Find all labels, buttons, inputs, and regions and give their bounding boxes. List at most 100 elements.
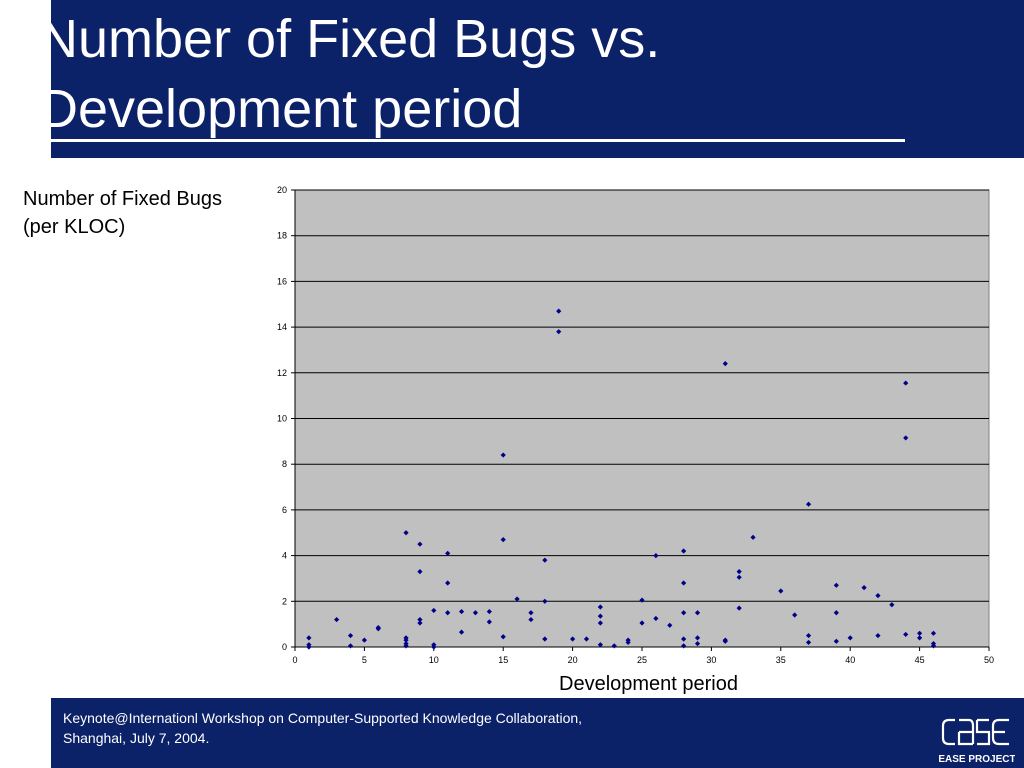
data-point — [445, 610, 451, 616]
title-line-2: Development period — [51, 79, 523, 139]
data-point — [597, 620, 603, 626]
data-point — [500, 537, 506, 543]
data-point — [445, 580, 451, 586]
data-point — [639, 620, 645, 626]
data-point — [361, 637, 367, 643]
title-underline — [51, 139, 905, 142]
y-tick-label: 12 — [277, 368, 287, 378]
data-point — [736, 568, 742, 575]
data-point — [306, 644, 312, 650]
data-point — [639, 597, 645, 603]
data-point — [930, 630, 937, 636]
y-tick-label: 0 — [282, 642, 287, 652]
x-tick-label: 25 — [637, 655, 647, 665]
data-point — [347, 643, 354, 649]
x-axis-label-box: Development period — [521, 670, 776, 698]
y-axis-label-line-2: (per KLOC) — [23, 216, 126, 238]
x-tick-label: 50 — [984, 655, 994, 665]
data-point — [542, 557, 548, 563]
x-tick-label: 5 — [362, 655, 367, 665]
data-point — [736, 605, 742, 611]
y-tick-label: 6 — [282, 505, 287, 515]
data-point — [694, 635, 701, 641]
data-point — [542, 636, 548, 642]
data-point — [556, 308, 562, 314]
data-point — [653, 615, 659, 622]
x-tick-label: 10 — [429, 655, 439, 665]
data-point — [417, 568, 423, 575]
ease-project-logo: EASE PROJECT — [939, 718, 1015, 765]
y-axis-label-line-1: Number of Fixed Bugs — [23, 188, 222, 210]
scatter-chart: 0 2 4 6 8 10 12 14 16 18 20 0 5 10 15 20 25 30 35 40 45 50 — [277, 185, 994, 665]
data-point — [556, 329, 562, 335]
y-tick-label: 20 — [277, 185, 287, 195]
data-point — [681, 580, 687, 586]
data-point — [805, 501, 812, 507]
slide-title: Number of Fixed Bugs vs. Development per… — [51, 4, 660, 144]
data-point — [681, 643, 687, 649]
x-tick-label: 45 — [915, 655, 925, 665]
data-point — [833, 638, 839, 644]
data-point — [653, 553, 659, 559]
data-point — [306, 635, 312, 641]
x-tick-label: 35 — [776, 655, 786, 665]
data-point — [681, 610, 687, 616]
y-tick-label: 2 — [282, 596, 287, 606]
footer-line-1: Keynote@Internationl Workshop on Compute… — [63, 710, 583, 726]
data-point — [736, 574, 742, 580]
data-point — [847, 635, 853, 641]
data-point — [445, 550, 451, 556]
data-point — [917, 630, 923, 636]
data-point — [431, 644, 437, 650]
data-point — [681, 636, 687, 642]
data-point — [694, 640, 701, 647]
data-point — [833, 582, 839, 588]
data-point — [805, 632, 812, 639]
data-point — [930, 643, 937, 649]
y-tick-label: 14 — [277, 322, 287, 332]
data-point — [875, 592, 881, 599]
data-point — [500, 452, 506, 458]
data-point — [500, 634, 506, 640]
x-tick-label: 15 — [498, 655, 508, 665]
x-tick-label: 30 — [706, 655, 716, 665]
data-point — [750, 534, 756, 540]
data-point — [681, 548, 687, 554]
data-point — [597, 604, 603, 610]
data-point — [528, 616, 534, 623]
data-point — [903, 631, 909, 638]
data-point — [570, 636, 576, 642]
footer-text: Keynote@Internationl Workshop on Compute… — [63, 708, 582, 748]
data-point — [833, 610, 839, 616]
y-tick-label: 16 — [277, 276, 287, 286]
slide-footer: Keynote@Internationl Workshop on Compute… — [51, 698, 1024, 768]
x-tick-label: 20 — [568, 655, 578, 665]
data-point — [583, 636, 590, 642]
data-point — [403, 637, 409, 643]
data-point — [458, 608, 465, 615]
data-point — [625, 639, 631, 646]
y-tick-label: 10 — [277, 414, 287, 424]
slide-header: Number of Fixed Bugs vs. Development per… — [51, 0, 1024, 158]
footer-line-2: Shanghai, July 7, 2004. — [63, 730, 210, 746]
data-point — [472, 610, 479, 616]
data-point — [917, 635, 923, 641]
data-point — [611, 643, 617, 649]
x-tick-label: 40 — [845, 655, 855, 665]
data-point — [542, 598, 548, 604]
data-point — [417, 616, 423, 623]
data-point — [805, 639, 812, 646]
x-tick-label: 0 — [292, 655, 297, 665]
title-line-1: Number of Fixed Bugs vs. — [51, 9, 661, 69]
data-point — [528, 610, 534, 616]
data-point — [597, 613, 603, 619]
data-point — [694, 610, 701, 616]
data-point — [722, 361, 728, 367]
data-point — [792, 612, 798, 618]
data-point — [903, 435, 909, 441]
y-tick-label: 18 — [277, 231, 287, 241]
data-point — [597, 642, 603, 648]
y-axis-label: Number of Fixed Bugs (per KLOC) — [23, 185, 222, 241]
x-axis-label: Development period — [559, 673, 738, 695]
data-point — [486, 608, 492, 615]
